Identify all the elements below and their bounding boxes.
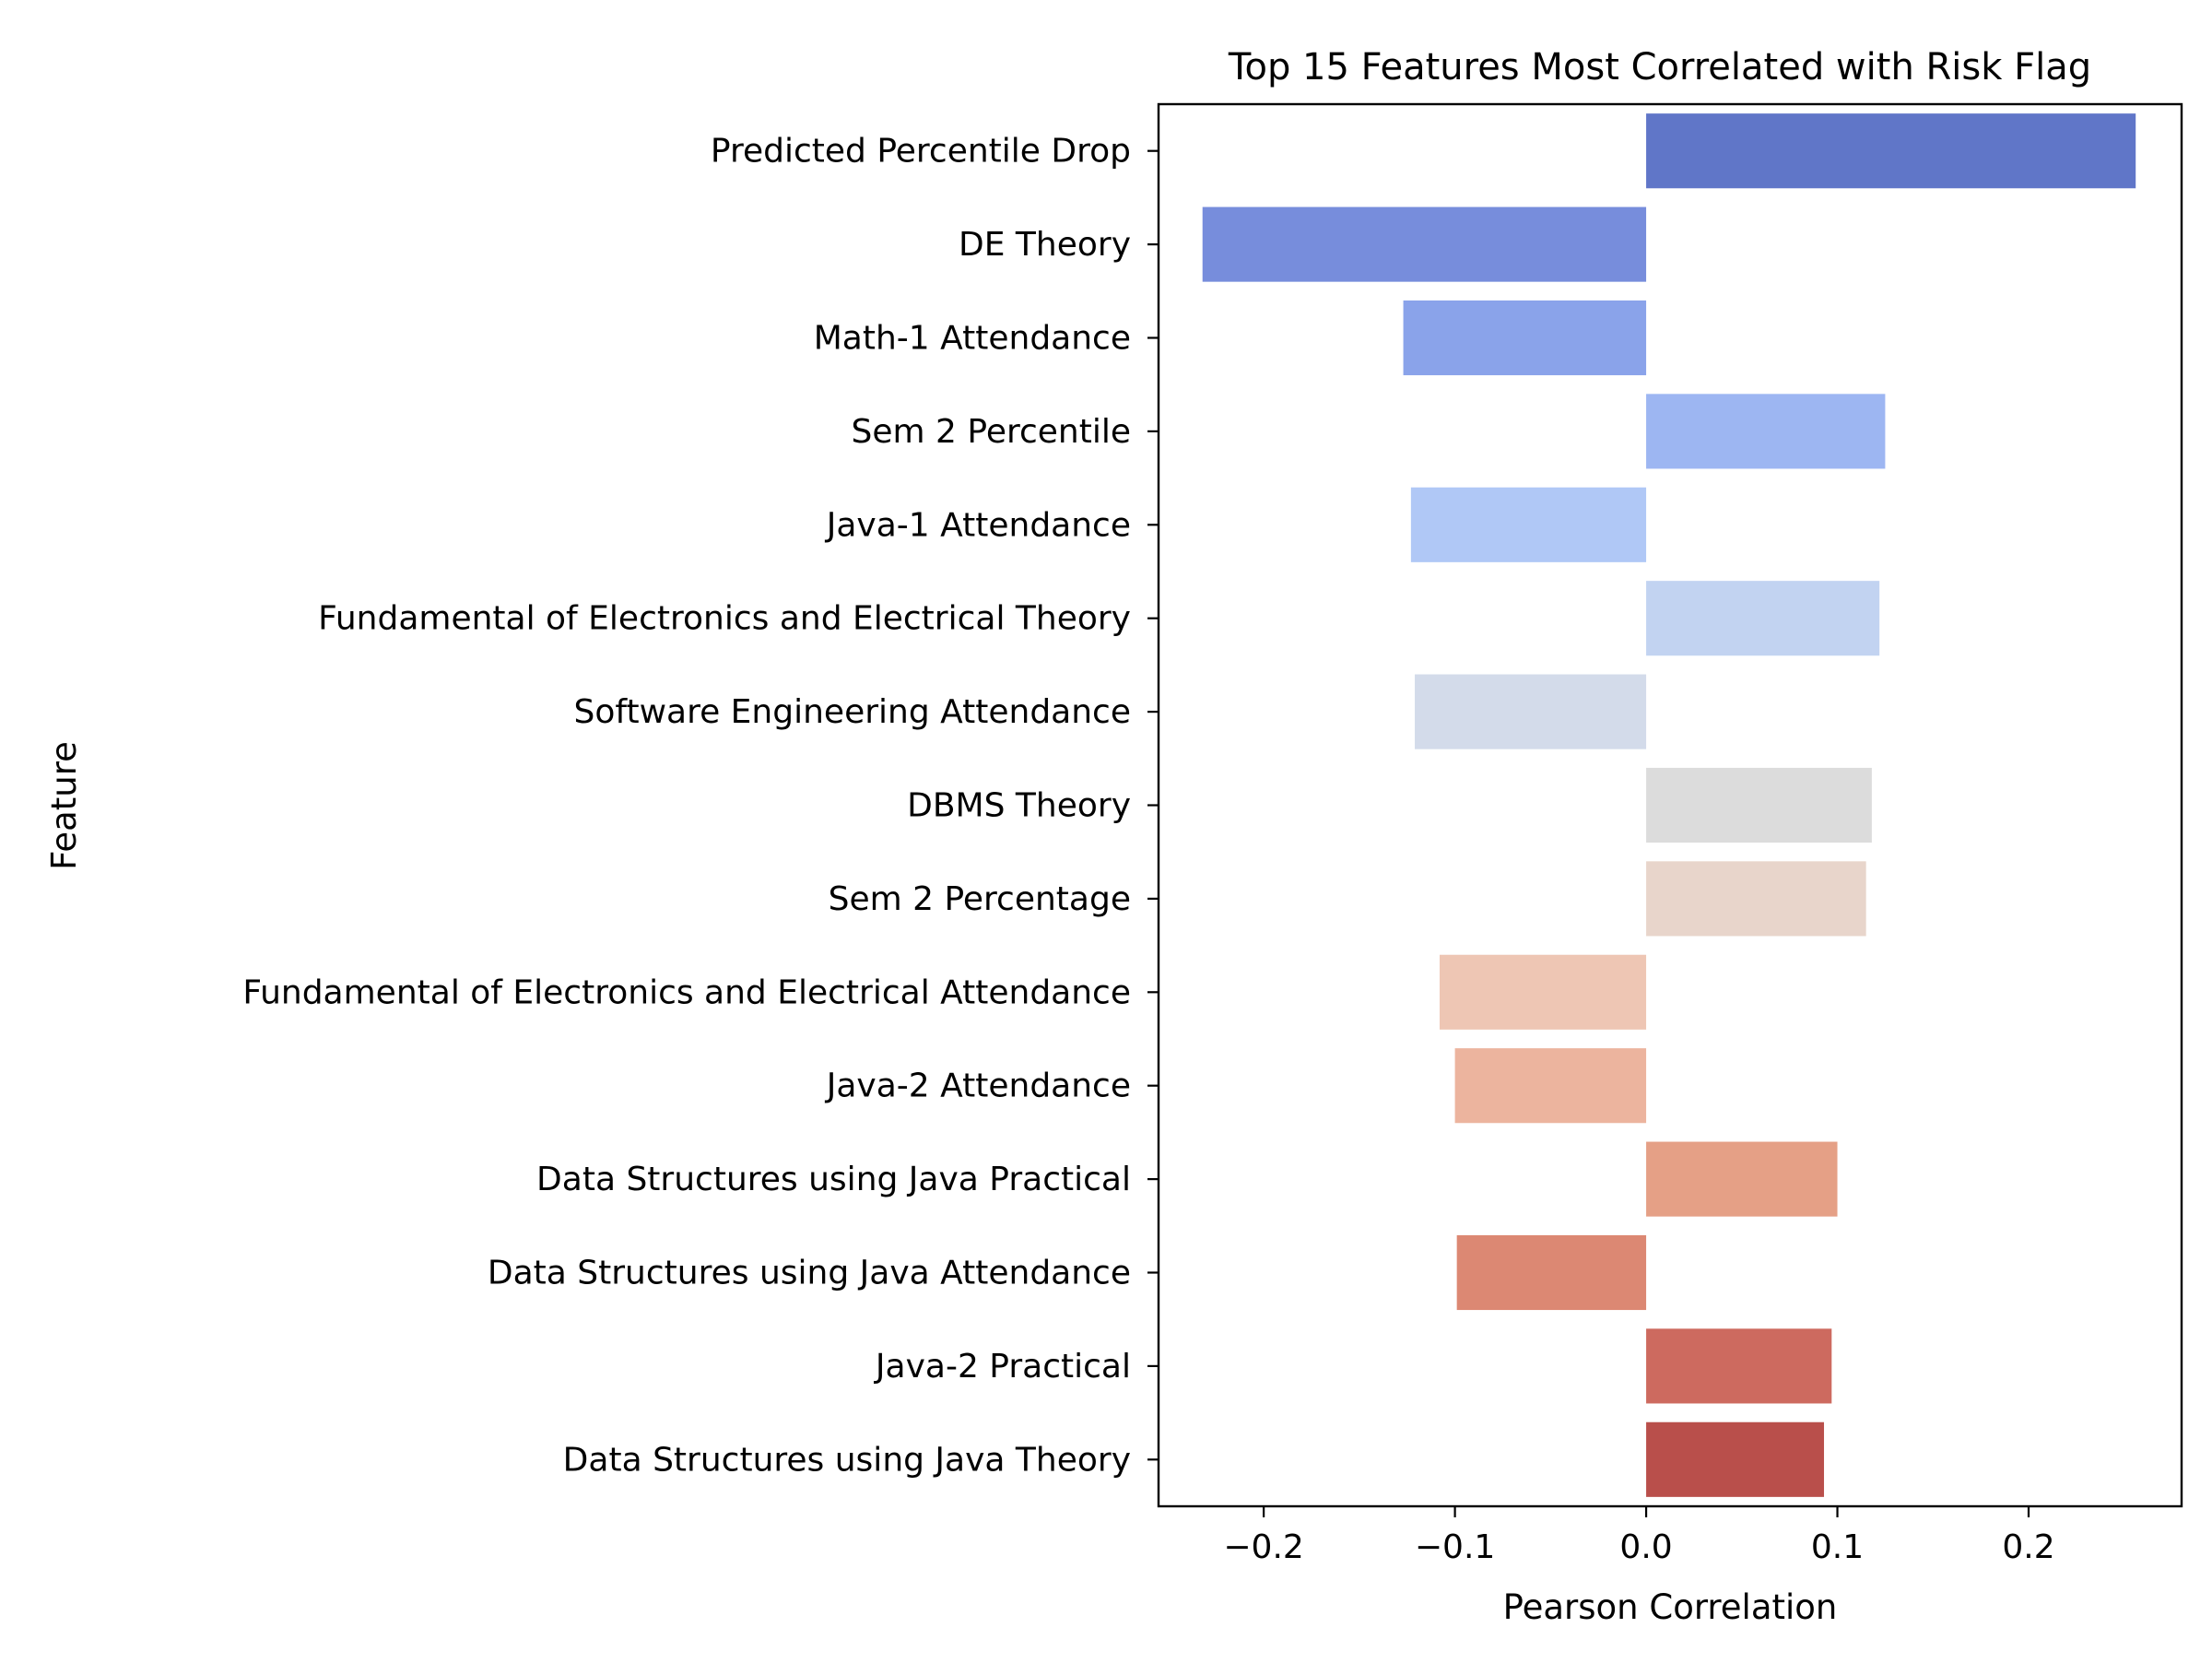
y-tick-label: Predicted Percentile Drop [711,133,1131,171]
y-axis-label: Feature [44,741,84,870]
x-axis-label: Pearson Correlation [1503,1587,1838,1627]
bar-1 [1646,113,2136,189]
y-tick-label: Data Structures using Java Attendance [488,1255,1131,1292]
bar-11 [1454,1048,1647,1124]
y-axis-ticks: Predicted Percentile Drop DE Theory Math-1… [242,133,1159,1479]
chart-title: Top 15 Features Most Correlated with Ris… [1228,46,2091,88]
y-tick-label: Software Engineering Attendance [574,693,1131,731]
bars-layer [1202,113,2136,1497]
x-tick-label: −0.1 [1415,1528,1495,1566]
x-axis-ticks: −0.2 −0.1 0.0 0.1 0.2 [1223,1506,2055,1566]
y-tick-label: Fundamental of Electronics and Electrica… [242,973,1131,1011]
y-tick-label: Sem 2 Percentage [829,880,1131,918]
bar-4 [1646,394,1886,469]
x-tick-label: 0.0 [1619,1528,1672,1566]
x-tick-label: −0.2 [1223,1528,1303,1566]
bar-3 [1403,300,1647,376]
y-tick-label: Math-1 Attendance [814,320,1131,358]
y-tick-label: Java-1 Attendance [825,506,1131,544]
bar-2 [1202,206,1647,282]
y-tick-label: DE Theory [959,226,1131,264]
bar-14 [1646,1328,1832,1404]
bar-10 [1439,954,1647,1030]
bar-15 [1646,1421,1825,1497]
y-tick-label: DBMS Theory [907,787,1131,825]
y-tick-label: Sem 2 Percentile [852,413,1131,451]
bar-8 [1646,767,1872,843]
plot-frame [1157,102,2183,1508]
y-tick-label: Java-2 Attendance [825,1067,1131,1105]
x-tick-label: 0.2 [2002,1528,2054,1566]
bar-7 [1415,674,1647,749]
x-tick-label: 0.1 [1811,1528,1864,1566]
bar-13 [1456,1234,1647,1311]
y-tick-label: Fundamental of Electronics and Electrica… [318,600,1131,638]
bar-12 [1646,1141,1838,1217]
bar-5 [1410,487,1647,562]
y-tick-label: Java-2 Practical [874,1348,1131,1386]
y-tick-label: Data Structures using Java Theory [563,1441,1131,1479]
y-tick-label: Data Structures using Java Practical [536,1161,1131,1198]
bar-6 [1646,581,1880,656]
bar-9 [1646,861,1866,937]
